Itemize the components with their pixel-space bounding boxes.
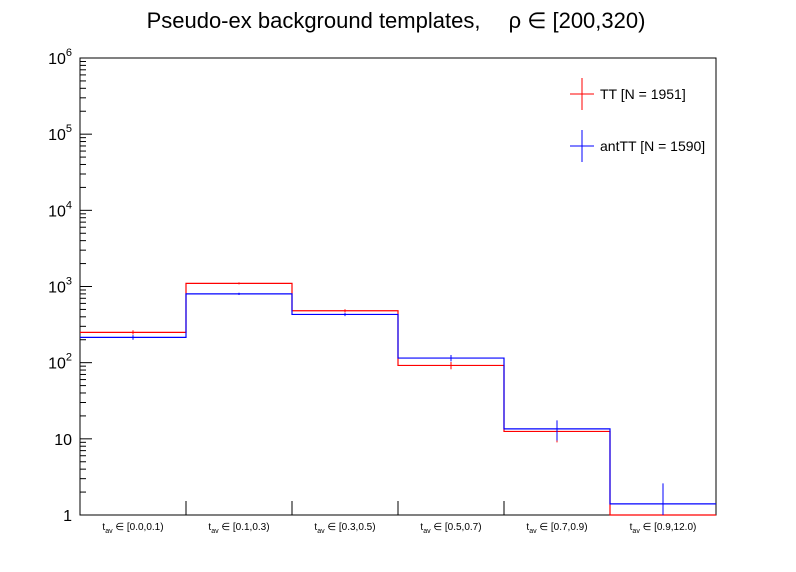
x-tick-label: tav ∈ [0.1,0.3) — [208, 522, 269, 535]
y-tick-label: 106 — [48, 47, 72, 68]
y-tick-label: 103 — [48, 276, 72, 297]
legend-label: TT [N = 1951] — [600, 86, 686, 102]
plot-frame — [79, 57, 717, 516]
y-tick-label: 10 — [54, 432, 72, 449]
legend-entry: antTT [N = 1590] — [570, 130, 705, 162]
histogram-series — [80, 292, 716, 515]
y-tick-label: 105 — [48, 123, 72, 144]
chart-title-rho: ρ ∈ [200,320) — [509, 8, 646, 33]
y-tick-label: 1 — [63, 508, 72, 525]
x-tick-label: tav ∈ [0.7,0.9) — [526, 522, 587, 535]
x-tick-label: tav ∈ [0.5,0.7) — [420, 522, 481, 535]
plot-area: 1 10 102 103 104 105 106 tav ∈ [0.0,0.1) tav ∈ [… — [48, 47, 717, 535]
y-tick-label: 102 — [48, 352, 72, 373]
legend-label: antTT [N = 1590] — [600, 138, 705, 154]
legend: TT [N = 1951] antTT [N = 1590] — [570, 78, 705, 162]
legend-entry: TT [N = 1951] — [570, 78, 686, 110]
chart-title: Pseudo-ex background templates, ρ ∈ [200… — [147, 8, 646, 33]
y-tick-label: 104 — [48, 199, 72, 220]
x-tick-label: tav ∈ [0.0,0.1) — [102, 522, 163, 535]
x-tick-label: tav ∈ [0.9,12.0) — [630, 522, 697, 535]
chart-title-main: Pseudo-ex background templates, — [147, 8, 481, 33]
series-step-line — [80, 293, 716, 505]
x-tick-label: tav ∈ [0.3,0.5) — [314, 522, 375, 535]
